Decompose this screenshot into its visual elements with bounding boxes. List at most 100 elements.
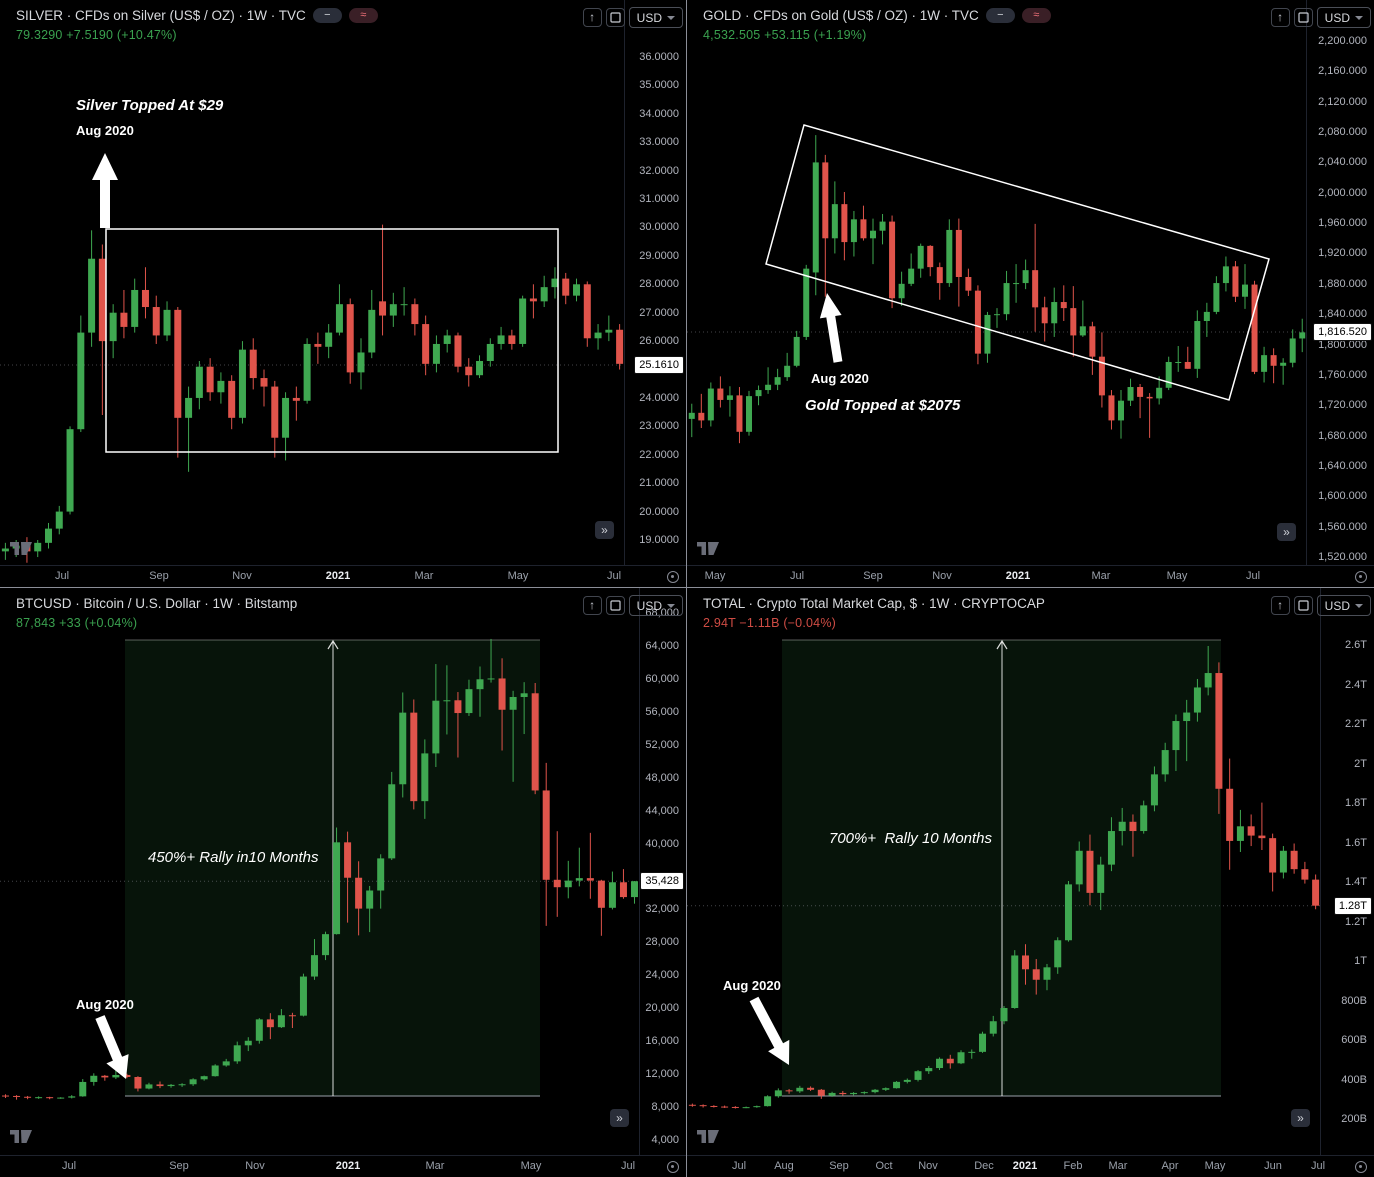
y-tick-label: 8,000 — [651, 1101, 679, 1114]
annotation-aug-2020[interactable]: Aug 2020 — [811, 371, 869, 386]
time-axis[interactable]: May Jul Sep Nov 2021 Mar May Jul — [687, 565, 1374, 587]
y-tick-label: 1,560.000 — [1318, 520, 1367, 533]
chart-legend: SILVER · CFDs on Silver (US$ / OZ) · 1W … — [16, 8, 378, 42]
publish-arrow-button[interactable]: ↑ — [1270, 596, 1290, 615]
y-tick-label: 22.0000 — [639, 448, 679, 461]
y-tick-label: 48,000 — [645, 771, 679, 784]
chart-panel-silver: 36.0000 35.0000 34.0000 33.0000 32.0000 31.00… — [0, 0, 687, 588]
x-tick-label: May — [507, 570, 529, 582]
crosshair-target-icon[interactable] — [667, 1161, 679, 1173]
crosshair-target-icon[interactable] — [667, 571, 679, 583]
scroll-to-recent-button[interactable]: » — [610, 1109, 629, 1127]
crosshair-target-icon[interactable] — [1355, 571, 1367, 583]
y-tick-label: 2,160.000 — [1318, 65, 1367, 78]
time-axis[interactable]: Jul Aug Sep Oct Nov Dec 2021 Feb Mar Apr May Jun Jul — [687, 1155, 1374, 1177]
currency-dropdown[interactable]: USD — [628, 595, 683, 616]
price-axis[interactable]: 2,200.000 2,160.000 2,120.000 2,080.000 2,04… — [1306, 0, 1374, 566]
fullscreen-button[interactable] — [1293, 596, 1313, 615]
y-tick-label: 1,760.000 — [1318, 368, 1367, 381]
fullscreen-button[interactable] — [1293, 8, 1313, 27]
y-tick-label: 68,000 — [645, 607, 679, 619]
x-tick-label: Jul — [620, 1160, 636, 1172]
y-tick-label: 1.8T — [1344, 797, 1367, 809]
x-tick-label: Feb — [1063, 1160, 1083, 1172]
approx-pill-icon[interactable]: ≈ — [1021, 8, 1051, 23]
scroll-to-recent-button[interactable]: » — [1291, 1109, 1310, 1127]
publish-arrow-button[interactable]: ↑ — [1270, 8, 1290, 27]
currency-dropdown[interactable]: USD — [628, 7, 683, 28]
x-tick-label: 2021 — [1012, 1160, 1038, 1172]
currency-label: USD — [636, 598, 662, 613]
approx-pill-icon[interactable]: ≈ — [348, 8, 378, 23]
x-tick-label: Jul — [606, 570, 622, 582]
x-tick-label: Mar — [425, 1160, 445, 1172]
price-axis[interactable]: 68,000 64,000 60,000 56,000 52,000 48,000 44,0… — [639, 588, 686, 1156]
chevron-down-icon — [667, 15, 675, 20]
x-tick-label: 2021 — [335, 1160, 361, 1172]
y-tick-label: 34.0000 — [639, 107, 679, 120]
y-tick-label: 2,040.000 — [1318, 156, 1367, 169]
x-tick-label: Apr — [1161, 1160, 1179, 1172]
price-change-text: 79.3290 +7.5190 (+10.47%) — [16, 28, 177, 42]
fullscreen-button[interactable] — [605, 8, 625, 27]
fullscreen-button[interactable] — [605, 596, 625, 615]
annotation-gold-topped[interactable]: Gold Topped at $2075 — [805, 397, 961, 414]
fullscreen-icon — [1298, 12, 1309, 23]
y-tick-label: 24.0000 — [639, 391, 679, 404]
y-tick-label: 26.0000 — [639, 335, 679, 348]
y-tick-label: 2,120.000 — [1318, 95, 1367, 108]
x-tick-label: Oct — [875, 1160, 893, 1172]
silver-candlestick-chart[interactable] — [0, 0, 686, 587]
price-axis[interactable]: 2.6T 2.4T 2.2T 2T 1.8T 1.6T 1.4T 1.2T 1T 800B 600B… — [1320, 588, 1374, 1156]
chevron-down-icon — [667, 603, 675, 608]
y-tick-label: 29.0000 — [639, 249, 679, 262]
btc-candlestick-chart[interactable] — [0, 588, 686, 1177]
symbol-title[interactable]: BTCUSD · Bitcoin / U.S. Dollar · 1W · Bi… — [16, 596, 298, 611]
currency-dropdown[interactable]: USD — [1316, 7, 1371, 28]
y-tick-label: 30.0000 — [639, 221, 679, 234]
time-axis[interactable]: Jul Sep Nov 2021 Mar May Jul — [0, 1155, 686, 1177]
y-tick-label: 12,000 — [645, 1068, 679, 1081]
y-tick-label: 1,840.000 — [1318, 308, 1367, 321]
symbol-title[interactable]: SILVER · CFDs on Silver (US$ / OZ) · 1W … — [16, 8, 306, 23]
symbol-title[interactable]: TOTAL · Crypto Total Market Cap, $ · 1W … — [703, 596, 1045, 611]
y-tick-label: 28,000 — [645, 936, 679, 949]
y-tick-label: 1,800.000 — [1318, 338, 1367, 351]
x-tick-label: May — [1166, 570, 1188, 582]
x-tick-label: May — [520, 1160, 542, 1172]
scroll-to-recent-button[interactable]: » — [595, 521, 614, 539]
price-axis[interactable]: 36.0000 35.0000 34.0000 33.0000 32.0000 31.00… — [624, 0, 686, 566]
annotation-aug-2020[interactable]: Aug 2020 — [76, 997, 134, 1012]
current-price-label: 35,428 — [640, 872, 684, 891]
y-tick-label: 56,000 — [645, 705, 679, 718]
annotation-rally-label[interactable]: 700%+ Rally 10 Months — [829, 830, 993, 847]
y-tick-label: 1,680.000 — [1318, 429, 1367, 442]
annotation-aug-2020[interactable]: Aug 2020 — [723, 978, 781, 993]
current-price-label: 1.28T — [1333, 896, 1372, 915]
y-tick-label: 2.6T — [1344, 639, 1367, 651]
y-tick-label: 35.0000 — [639, 79, 679, 92]
current-price-label: 25.1610 — [634, 355, 684, 374]
publish-arrow-button[interactable]: ↑ — [582, 596, 602, 615]
x-tick-label: Aug — [774, 1160, 794, 1172]
time-axis[interactable]: Jul Sep Nov 2021 Mar May Jul — [0, 565, 686, 587]
crosshair-target-icon[interactable] — [1355, 1161, 1367, 1173]
gold-candlestick-chart[interactable] — [687, 0, 1374, 587]
chart-legend: GOLD · CFDs on Gold (US$ / OZ) · 1W · TV… — [703, 8, 1051, 42]
y-tick-label: 1,520.000 — [1318, 551, 1367, 563]
y-tick-label: 27.0000 — [639, 306, 679, 319]
y-tick-label: 33.0000 — [639, 136, 679, 149]
panel-controls: ↑ USD — [582, 7, 683, 28]
y-tick-label: 1.6T — [1344, 836, 1367, 849]
symbol-title[interactable]: GOLD · CFDs on Gold (US$ / OZ) · 1W · TV… — [703, 8, 979, 23]
scroll-to-recent-button[interactable]: » — [1277, 523, 1296, 541]
minus-pill-icon[interactable]: − — [312, 8, 342, 23]
annotation-rally-label[interactable]: 450%+ Rally in10 Months — [148, 849, 319, 866]
annotation-aug-2020[interactable]: Aug 2020 — [76, 123, 134, 138]
x-tick-label: Sep — [829, 1160, 849, 1172]
minus-pill-icon[interactable]: − — [985, 8, 1015, 23]
publish-arrow-button[interactable]: ↑ — [582, 8, 602, 27]
currency-dropdown[interactable]: USD — [1316, 595, 1371, 616]
annotation-silver-topped[interactable]: Silver Topped At $29 — [76, 97, 224, 114]
total-cap-candlestick-chart[interactable] — [687, 588, 1374, 1177]
